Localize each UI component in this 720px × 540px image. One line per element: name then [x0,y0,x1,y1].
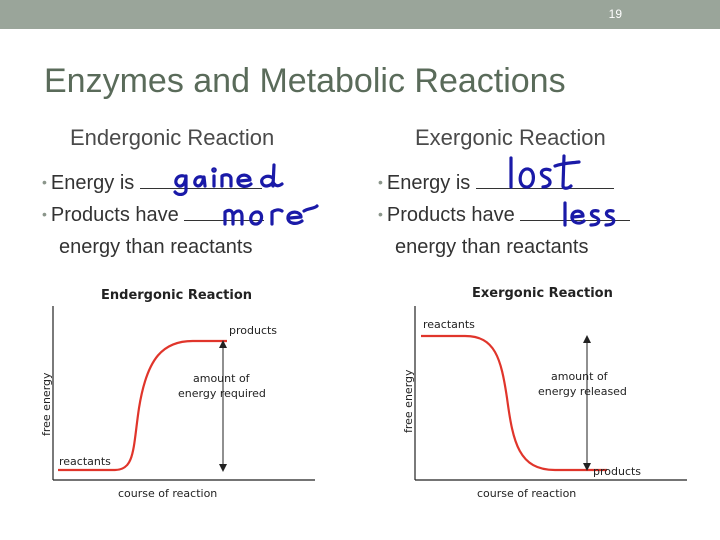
graph-title: Exergonic Reaction [472,286,613,301]
amount-label: amount of [193,372,251,385]
y-axis-label: free energy [402,369,415,433]
arrow-head-down-icon [583,463,591,471]
top-bar: 19 [0,0,720,29]
endergonic-graph: Endergonic Reaction free energy course o… [40,288,315,500]
reactants-label: reactants [59,455,111,468]
bullet-text: Products have [386,204,515,226]
energy-curve [58,339,227,472]
bullet-dot-icon: • [42,206,47,222]
bullet-dot-icon: • [378,206,383,222]
energy-curve [421,334,607,472]
x-axis-label: course of reaction [477,487,576,500]
energy-released-label: energy released [538,385,627,398]
endergonic-heading: Endergonic Reaction [70,125,275,150]
slide-title: Enzymes and Metabolic Reactions [44,62,566,100]
answer-blank [520,202,631,221]
slide-number: 19 [608,7,622,21]
answer-blank [475,170,614,189]
bullet-energy: • Energy is [42,168,264,200]
handwritten-lost [509,154,581,190]
exergonic-bullets: • Energy is • Products have energy than re… [378,168,631,263]
energy-required-label: energy required [178,387,266,400]
endergonic-bullets: • Energy is • Products have energy than re… [42,168,265,263]
arrow-head-down-icon [219,464,227,472]
products-label: products [593,465,641,478]
arrow-head-up-icon [219,340,227,348]
bullet-text: Energy is [50,172,135,194]
arrow-head-up-icon [583,335,591,343]
handwritten-less [563,201,616,227]
x-axis-label: course of reaction [118,487,217,500]
bullet-products: • Products have [378,200,631,232]
reactants-label: reactants [423,318,475,331]
y-axis-label: free energy [40,372,53,436]
exergonic-graph: Exergonic Reaction free energy course of… [402,286,687,500]
products-label: products [229,324,277,337]
bullet-dot-icon: • [378,174,383,190]
graph-title: Endergonic Reaction [101,288,252,303]
bullet-dot-icon: • [42,174,47,190]
handwritten-more [223,204,319,226]
answer-blank [139,170,262,189]
bullet-energy: • Energy is [378,168,630,200]
handwritten-gained [173,163,284,196]
bullet-continuation: energy than reactants [59,236,253,258]
bullet-text: Energy is [386,172,471,194]
amount-label: amount of [551,370,609,383]
exergonic-heading: Exergonic Reaction [415,125,606,150]
bullet-text: Products have [50,204,179,226]
bullet-continuation: energy than reactants [395,236,589,258]
